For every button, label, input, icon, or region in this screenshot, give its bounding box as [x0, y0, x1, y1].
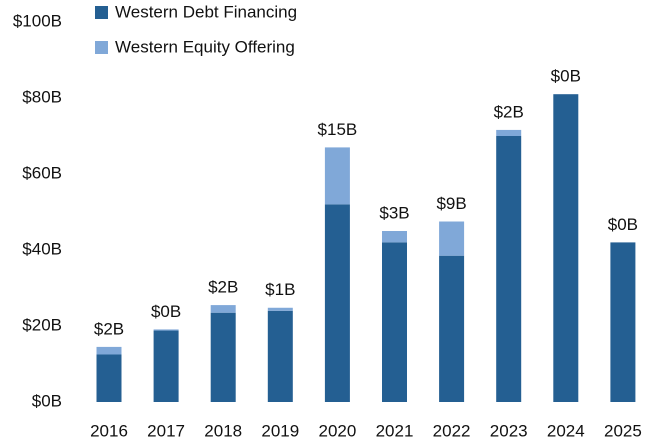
- x-tick-label: 2020: [318, 421, 356, 440]
- bar-segment: [267, 307, 293, 311]
- legend-label: Western Equity Offering: [115, 37, 295, 56]
- bar-segment: [267, 310, 293, 402]
- y-tick-label: $20B: [22, 315, 62, 334]
- bar-segment: [496, 136, 522, 402]
- bar-segment: [382, 231, 407, 243]
- data-label: $0B: [608, 215, 638, 234]
- x-tick-label: 2022: [433, 421, 471, 440]
- bar-segment: [96, 346, 122, 355]
- bar-segment: [210, 312, 236, 402]
- data-label: $0B: [151, 302, 181, 321]
- data-label: $2B: [208, 278, 238, 297]
- bar-segment: [553, 94, 579, 402]
- x-tick-label: 2019: [261, 421, 299, 440]
- x-tick-label: 2024: [547, 421, 585, 440]
- data-label: $1B: [265, 280, 295, 299]
- y-tick-label: $40B: [22, 239, 62, 258]
- data-label: $2B: [94, 319, 124, 338]
- bar-segment: [324, 204, 350, 402]
- bar-segment: [496, 129, 522, 136]
- bar-segment: [382, 242, 407, 402]
- x-tick-label: 2023: [490, 421, 528, 440]
- x-tick-label: 2021: [376, 421, 414, 440]
- bar-segment: [439, 255, 465, 402]
- data-label: $3B: [379, 203, 409, 222]
- legend-label: Western Debt Financing: [115, 2, 297, 21]
- bar-segment: [610, 242, 636, 402]
- bar-segment: [153, 330, 179, 402]
- x-tick-label: 2018: [204, 421, 242, 440]
- bar-segment: [96, 354, 122, 402]
- bar-segment: [439, 221, 465, 256]
- data-label: $2B: [494, 102, 524, 121]
- x-tick-label: 2017: [147, 421, 185, 440]
- bar-segment: [153, 329, 179, 331]
- bar-segment: [210, 305, 236, 313]
- y-tick-label: $0B: [32, 391, 62, 410]
- data-label: $9B: [436, 194, 466, 213]
- x-tick-label: 2025: [604, 421, 642, 440]
- data-label: $0B: [551, 67, 581, 86]
- legend-swatch: [95, 41, 108, 54]
- y-tick-label: $80B: [22, 87, 62, 106]
- bar-segment: [324, 147, 350, 205]
- y-tick-label: $60B: [22, 163, 62, 182]
- data-label: $15B: [318, 120, 358, 139]
- y-tick-label: $100B: [13, 11, 62, 30]
- x-tick-label: 2016: [90, 421, 128, 440]
- legend-swatch: [95, 6, 108, 19]
